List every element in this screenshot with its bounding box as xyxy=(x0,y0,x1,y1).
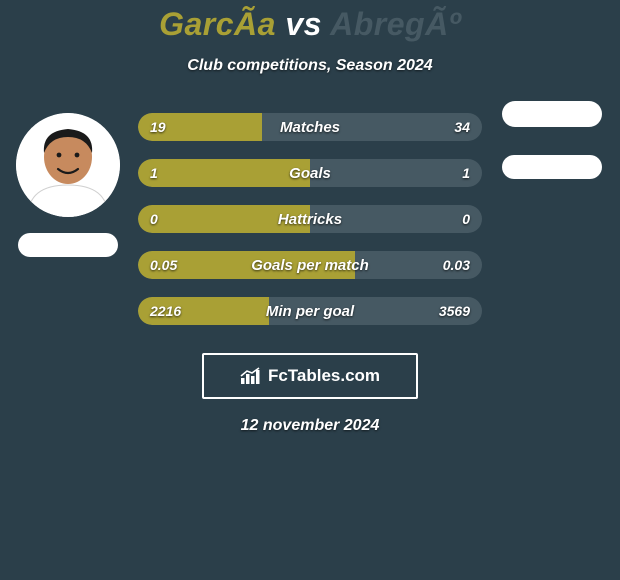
stats-panel: 19Matches34 1Goals1 0Hattricks0 0.05Goals p… xyxy=(128,113,492,343)
player2-name-pill xyxy=(502,155,602,179)
stat-value-player2: 0 xyxy=(462,205,470,233)
stat-label: Min per goal xyxy=(138,297,482,325)
stat-label: Hattricks xyxy=(138,205,482,233)
player2-avatar-placeholder xyxy=(502,101,602,127)
logo-text: FcTables.com xyxy=(268,366,380,386)
stat-row: 0Hattricks0 xyxy=(138,205,482,233)
player1-column xyxy=(8,113,128,257)
stat-label: Goals xyxy=(138,159,482,187)
title-player1: GarcÃ­a xyxy=(159,6,276,42)
bar-chart-icon xyxy=(240,367,262,385)
player2-column xyxy=(492,113,612,179)
title-player2: AbregÃº xyxy=(330,6,461,42)
comparison-card: GarcÃ­a vs AbregÃº Club competitions, Se… xyxy=(0,0,620,435)
stat-label: Matches xyxy=(138,113,482,141)
stat-row: 1Goals1 xyxy=(138,159,482,187)
stat-label: Goals per match xyxy=(138,251,482,279)
player1-avatar xyxy=(16,113,120,217)
stat-row: 0.05Goals per match0.03 xyxy=(138,251,482,279)
date-label: 12 november 2024 xyxy=(0,417,620,435)
stat-value-player2: 34 xyxy=(454,113,470,141)
title-vs: vs xyxy=(285,6,322,42)
stat-value-player2: 3569 xyxy=(439,297,470,325)
stat-value-player2: 0.03 xyxy=(443,251,470,279)
subtitle: Club competitions, Season 2024 xyxy=(0,57,620,75)
stat-row: 2216Min per goal3569 xyxy=(138,297,482,325)
logo-box: FcTables.com xyxy=(202,353,418,399)
stat-row: 19Matches34 xyxy=(138,113,482,141)
player1-name-pill xyxy=(18,233,118,257)
page-title: GarcÃ­a vs AbregÃº xyxy=(0,6,620,43)
main-panel: 19Matches34 1Goals1 0Hattricks0 0.05Goals p… xyxy=(0,113,620,343)
stat-value-player2: 1 xyxy=(462,159,470,187)
